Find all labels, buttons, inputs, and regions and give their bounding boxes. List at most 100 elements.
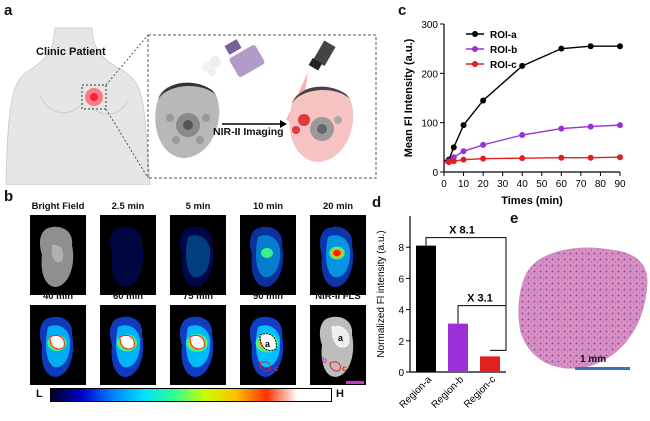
y-tick-label: 4 <box>398 306 404 317</box>
panel-letter-b: b <box>4 188 14 205</box>
data-point <box>587 123 594 130</box>
colorbar <box>50 388 332 402</box>
data-point <box>617 43 623 50</box>
y-tick-label: 0 <box>398 368 404 379</box>
y-tick-label: 100 <box>421 119 438 130</box>
x-tick-label: 80 <box>595 179 607 190</box>
panel-letter-d: d <box>372 194 382 211</box>
imaging-label: NIR-II Imaging <box>213 126 284 138</box>
tile-caption: 10 min <box>252 201 284 212</box>
data-point <box>460 156 467 163</box>
annotation-fold-change: X 8.1 <box>449 225 475 237</box>
legend-label: ROI-b <box>490 45 517 56</box>
imaging-tile <box>30 305 86 385</box>
category-label: Region-b <box>430 374 467 411</box>
data-point <box>558 125 565 132</box>
imaging-tile <box>310 215 366 295</box>
y-tick-label: 200 <box>421 69 438 80</box>
roi-label-a: a <box>338 333 344 343</box>
x-tick-label: 60 <box>556 179 568 190</box>
tile-caption: 60 min <box>112 291 144 302</box>
tissue-after <box>289 86 354 162</box>
y-tick-label: 6 <box>398 274 404 285</box>
tile-caption: 90 min <box>252 291 284 302</box>
panel-a-illustration <box>5 27 377 185</box>
line-chart: 0 100 200 300 0 10 20 30 40 50 60 70 80 90 Times (min)… <box>403 20 626 207</box>
y-axis-label: Mean Fl Intensity (a.u.) <box>403 38 415 157</box>
tile-caption: 75 min <box>182 291 214 302</box>
patient-torso <box>5 27 151 185</box>
data-point <box>519 155 526 162</box>
histology-image <box>518 247 648 370</box>
tile-caption: 20 min <box>322 201 354 212</box>
legend-marker <box>472 61 478 67</box>
comparison-bracket <box>457 305 506 324</box>
histology-scale-label: 1 mm <box>580 354 607 365</box>
x-tick-label: 90 <box>614 179 626 190</box>
colorbar-low-label: L <box>36 388 43 400</box>
data-point <box>480 141 487 148</box>
data-point <box>558 45 565 52</box>
spray-bottle-icon <box>202 39 265 77</box>
data-point <box>519 62 526 69</box>
bar <box>416 245 436 372</box>
x-tick-label: 70 <box>575 179 587 190</box>
data-point <box>460 122 467 129</box>
x-tick-label: 20 <box>478 179 490 190</box>
y-tick-label: 8 <box>398 243 404 254</box>
data-point <box>480 155 487 162</box>
annotation-fold-change: X 3.1 <box>467 293 493 305</box>
imaging-tile <box>240 215 296 295</box>
panel-letter-c: c <box>398 2 407 19</box>
x-tick-label: 50 <box>536 179 548 190</box>
tile-caption: 40 min <box>42 291 74 302</box>
patient-label: Clinic Patient <box>36 46 106 58</box>
y-tick-label: 0 <box>432 168 438 179</box>
imaging-tile <box>100 215 156 295</box>
bar <box>448 323 468 372</box>
data-point <box>587 154 594 161</box>
x-tick-label: 40 <box>517 179 529 190</box>
imaging-tile <box>30 215 86 295</box>
x-tick-label: 30 <box>497 179 509 190</box>
data-point <box>519 132 526 138</box>
colorbar-high-label: H <box>336 388 344 400</box>
data-point <box>558 154 565 161</box>
data-point <box>617 154 623 161</box>
data-point <box>587 43 594 50</box>
data-point <box>480 97 487 104</box>
legend-label: ROI-c <box>490 60 517 71</box>
imaging-tile <box>170 305 226 385</box>
data-point <box>460 148 467 155</box>
tile-caption: 5 min <box>185 201 211 212</box>
comparison-bracket <box>425 237 507 351</box>
x-tick-label: 10 <box>458 179 470 190</box>
category-label: Region-c <box>462 374 498 410</box>
data-point <box>450 158 457 165</box>
legend-label: ROI-a <box>490 30 517 41</box>
imaging-tile: a b c <box>310 305 366 385</box>
y-axis-label: Normalized Fl intensity (a.u.) <box>376 230 387 357</box>
roi-label-a: a <box>265 339 271 349</box>
tissue-before <box>155 82 220 158</box>
legend-marker <box>472 46 478 52</box>
roi-label-c: c <box>274 364 279 373</box>
tile-caption: 2.5 min <box>111 201 145 212</box>
data-point <box>450 144 457 151</box>
tile-caption: Bright Field <box>31 201 85 212</box>
y-tick-label: 300 <box>421 20 438 31</box>
legend-marker <box>472 31 478 37</box>
x-tick-label: 0 <box>441 179 447 190</box>
data-point <box>445 159 452 166</box>
series-line-roi-b <box>443 124 621 163</box>
data-point <box>617 122 623 129</box>
roi-label-c: c <box>342 364 347 373</box>
panel-letter-e: e <box>510 210 519 227</box>
imaging-tile <box>170 215 226 295</box>
y-tick-label: 2 <box>398 337 404 348</box>
category-label: Region-a <box>398 374 435 411</box>
x-axis-label: Times (min) <box>501 195 563 207</box>
imaging-tile <box>100 305 156 385</box>
bar <box>480 356 500 372</box>
